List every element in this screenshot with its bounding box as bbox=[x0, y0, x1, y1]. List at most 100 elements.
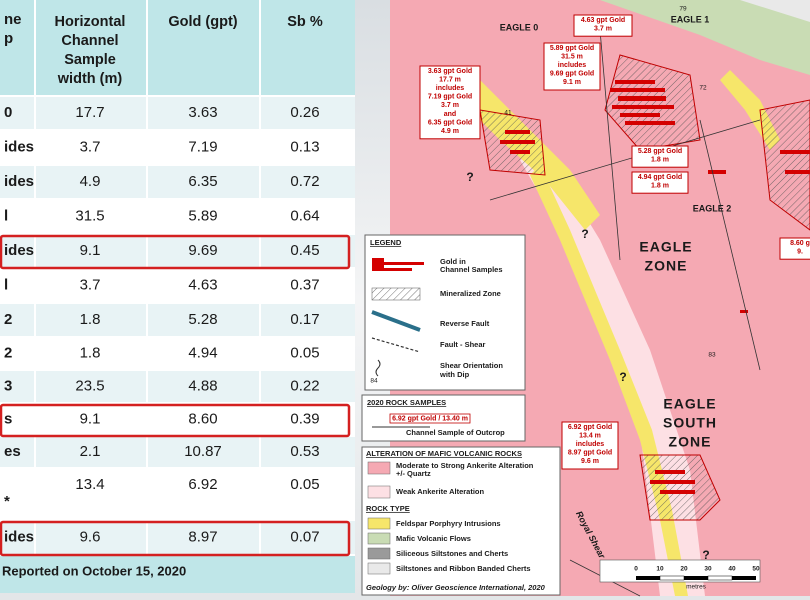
dip-label: 41 bbox=[504, 110, 512, 117]
dip-label: 83 bbox=[708, 352, 716, 359]
header-cell: Sb % bbox=[287, 14, 323, 30]
cell: 0.26 bbox=[290, 104, 319, 121]
alteration-label: Weak Ankerite Alteration bbox=[396, 487, 484, 496]
callout-text: 9.1 m bbox=[563, 79, 581, 86]
cell: 4.9 bbox=[80, 173, 101, 190]
row-bg bbox=[0, 403, 355, 436]
callout-text: and bbox=[444, 111, 456, 118]
legend-box bbox=[364, 234, 526, 391]
zone-label: EAGLE bbox=[663, 396, 716, 412]
callout-box bbox=[573, 14, 633, 37]
unknown-mark: ? bbox=[619, 370, 626, 384]
rock-label: Siliceous Siltstones and Cherts bbox=[396, 549, 508, 558]
cell: 1.8 bbox=[80, 311, 101, 328]
legend-title: LEGEND bbox=[370, 238, 402, 247]
row-label: 2 bbox=[4, 311, 12, 328]
scale-tick: 10 bbox=[656, 566, 664, 573]
row-label: 2 bbox=[4, 344, 12, 361]
cell: 17.7 bbox=[75, 104, 104, 121]
callout-text: 6.35 gpt Gold bbox=[428, 119, 472, 126]
rock-label: Mafic Volcanic Flows bbox=[396, 534, 471, 543]
row-bg bbox=[0, 337, 355, 370]
scale-tick: 0 bbox=[634, 566, 638, 573]
callout-box bbox=[631, 145, 689, 168]
gold-bars bbox=[500, 80, 810, 494]
header-cell: Sample bbox=[64, 52, 116, 68]
unknown-mark: ? bbox=[702, 548, 709, 562]
callout-text: 4.9 m bbox=[441, 128, 459, 135]
cell: 8.60 bbox=[188, 410, 217, 427]
alteration-box bbox=[361, 446, 561, 596]
cell: 9.1 bbox=[80, 242, 101, 259]
legend-label: with Dip bbox=[439, 370, 470, 379]
legend-dip: 84 bbox=[370, 378, 378, 385]
callout-text: 3.7 m bbox=[441, 102, 459, 109]
mineralized-zone bbox=[759, 99, 810, 231]
cell: 0.07 bbox=[290, 528, 319, 545]
scale-tick: 50 bbox=[752, 566, 760, 573]
cell: 5.89 bbox=[188, 207, 217, 224]
row-label: l bbox=[4, 207, 8, 224]
callout-box bbox=[419, 65, 481, 140]
callout-text: 8.97 gpt Gold bbox=[568, 450, 612, 457]
zone-label: SOUTH bbox=[663, 415, 717, 431]
legend-swatches bbox=[367, 258, 430, 575]
row-bg bbox=[0, 520, 355, 555]
legend-label: Channel Samples bbox=[440, 265, 503, 274]
dip-label: 79 bbox=[679, 6, 687, 13]
row-label: * bbox=[4, 493, 10, 510]
cell: 31.5 bbox=[75, 207, 104, 224]
sample-label: 6.92 gpt Gold / 13.40 m bbox=[392, 415, 468, 422]
row-label: ides bbox=[4, 173, 34, 190]
cell: 0.05 bbox=[290, 476, 319, 493]
row-bg bbox=[0, 199, 355, 234]
table: ne p Horizontal Channel Sample width (m) Gold … bbox=[0, 0, 355, 593]
sample-item: Channel Sample of Outcrop bbox=[406, 428, 505, 437]
row-bg bbox=[0, 436, 355, 468]
row-bg bbox=[0, 234, 355, 268]
row-bg bbox=[0, 130, 355, 165]
cell: 7.19 bbox=[188, 138, 217, 155]
zone-label: ZONE bbox=[669, 434, 712, 450]
cell: 0.53 bbox=[290, 443, 319, 460]
cell: 3.7 bbox=[80, 138, 101, 155]
callout-text: 31.5 m bbox=[561, 53, 583, 60]
cell: 0.64 bbox=[290, 207, 319, 224]
legend-label: Fault - Shear bbox=[440, 340, 486, 349]
dip-label: 72 bbox=[699, 85, 707, 92]
cell: 0.17 bbox=[290, 311, 319, 328]
porphyry bbox=[530, 165, 688, 596]
footnote: Reported on October 15, 2020 bbox=[2, 563, 186, 578]
header-cell: width (m) bbox=[57, 71, 123, 87]
cell: 23.5 bbox=[75, 377, 104, 394]
callout-text: 9.69 gpt Gold bbox=[550, 71, 594, 78]
cell: 4.94 bbox=[188, 344, 217, 361]
row-label: ides bbox=[4, 242, 34, 259]
header-cell: Horizontal bbox=[55, 14, 126, 30]
callout-text: 8.60 g bbox=[790, 240, 810, 247]
cell: 4.63 bbox=[188, 276, 217, 293]
callout-text: 9.6 m bbox=[581, 458, 599, 465]
samples-title: 2020 ROCK SAMPLES bbox=[367, 398, 446, 407]
unknown-mark: ? bbox=[581, 227, 588, 241]
row-label: 3 bbox=[4, 377, 12, 394]
highlight-box bbox=[0, 234, 351, 270]
row-label: s bbox=[4, 410, 12, 427]
sample-box bbox=[389, 413, 471, 424]
header-cell: Gold (gpt) bbox=[168, 14, 237, 30]
callout-text: 5.89 gpt Gold bbox=[550, 45, 594, 52]
callout-text: 4.63 gpt Gold bbox=[581, 17, 625, 24]
callout-box bbox=[543, 42, 601, 91]
callout-text: 6.92 gpt Gold bbox=[568, 424, 612, 431]
cell: 0.05 bbox=[290, 344, 319, 361]
callout-text: 3.63 gpt Gold bbox=[428, 68, 472, 75]
mineralized-zone bbox=[604, 54, 701, 151]
cell: 0.45 bbox=[290, 242, 319, 259]
callout-box bbox=[779, 237, 810, 260]
cell: 9.6 bbox=[80, 528, 101, 545]
row-bg bbox=[0, 370, 355, 403]
cell: 5.28 bbox=[188, 311, 217, 328]
rock-label: Siltstones and Ribbon Banded Cherts bbox=[396, 564, 531, 573]
scale-tick: 30 bbox=[704, 566, 712, 573]
